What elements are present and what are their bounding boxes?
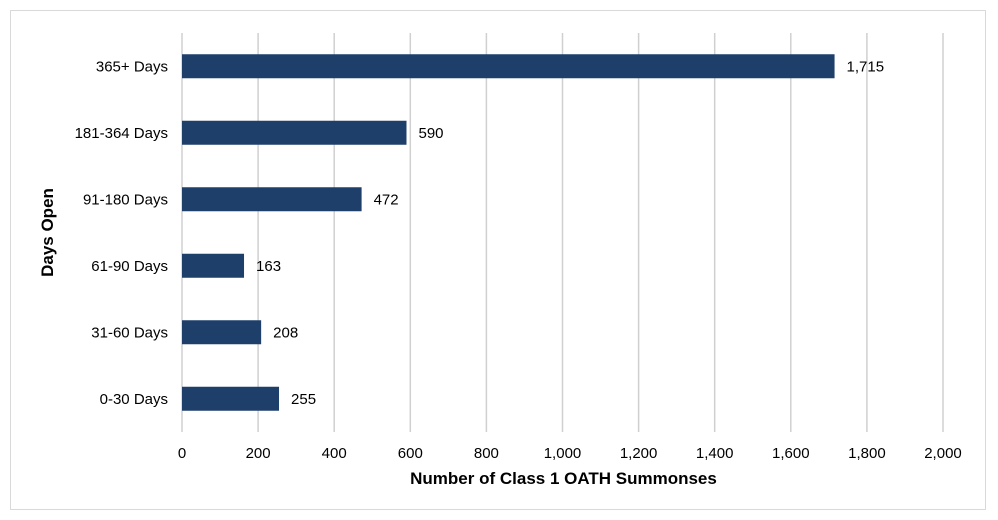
x-tick-label: 1,600 <box>772 445 810 462</box>
category-label: 61-90 Days <box>91 258 168 275</box>
category-label: 0-30 Days <box>100 391 168 408</box>
x-tick-label: 1,800 <box>848 445 886 462</box>
data-label: 472 <box>374 191 399 208</box>
data-labels: 1,715 590 472 163 208 255 <box>256 58 884 408</box>
data-label: 208 <box>273 324 298 341</box>
data-label: 1,715 <box>847 58 885 75</box>
data-label: 590 <box>418 125 443 142</box>
bar <box>182 253 245 278</box>
chart-frame <box>10 10 986 510</box>
x-tick-label: 600 <box>398 445 423 462</box>
x-tick-label: 800 <box>474 445 499 462</box>
category-label: 31-60 Days <box>91 324 168 341</box>
data-label: 255 <box>291 391 316 408</box>
x-axis-title: Number of Class 1 OATH Summonses <box>410 469 717 488</box>
x-tick-label: 2,000 <box>924 445 962 462</box>
category-label: 91-180 Days <box>83 191 168 208</box>
x-tick-label: 400 <box>322 445 347 462</box>
bar <box>182 120 407 145</box>
x-tick-label: 1,000 <box>544 445 582 462</box>
x-tick-labels: 0 200 400 600 800 1,000 1,200 1,400 1,600 1,800 2,… <box>178 445 962 462</box>
x-tick-label: 0 <box>178 445 186 462</box>
bar <box>182 320 262 345</box>
bars <box>182 54 835 411</box>
bar <box>182 187 362 212</box>
x-tick-label: 1,200 <box>620 445 658 462</box>
x-tick-label: 1,400 <box>696 445 734 462</box>
bar <box>182 386 280 411</box>
category-label: 365+ Days <box>96 58 168 75</box>
bar <box>182 54 835 79</box>
y-axis-title: Days Open <box>38 188 57 277</box>
gridlines <box>181 33 944 432</box>
data-label: 163 <box>256 258 281 275</box>
x-tick-label: 200 <box>246 445 271 462</box>
category-label: 181-364 Days <box>75 125 168 142</box>
category-labels: 365+ Days 181-364 Days 91-180 Days 61-90 Da… <box>75 58 168 408</box>
